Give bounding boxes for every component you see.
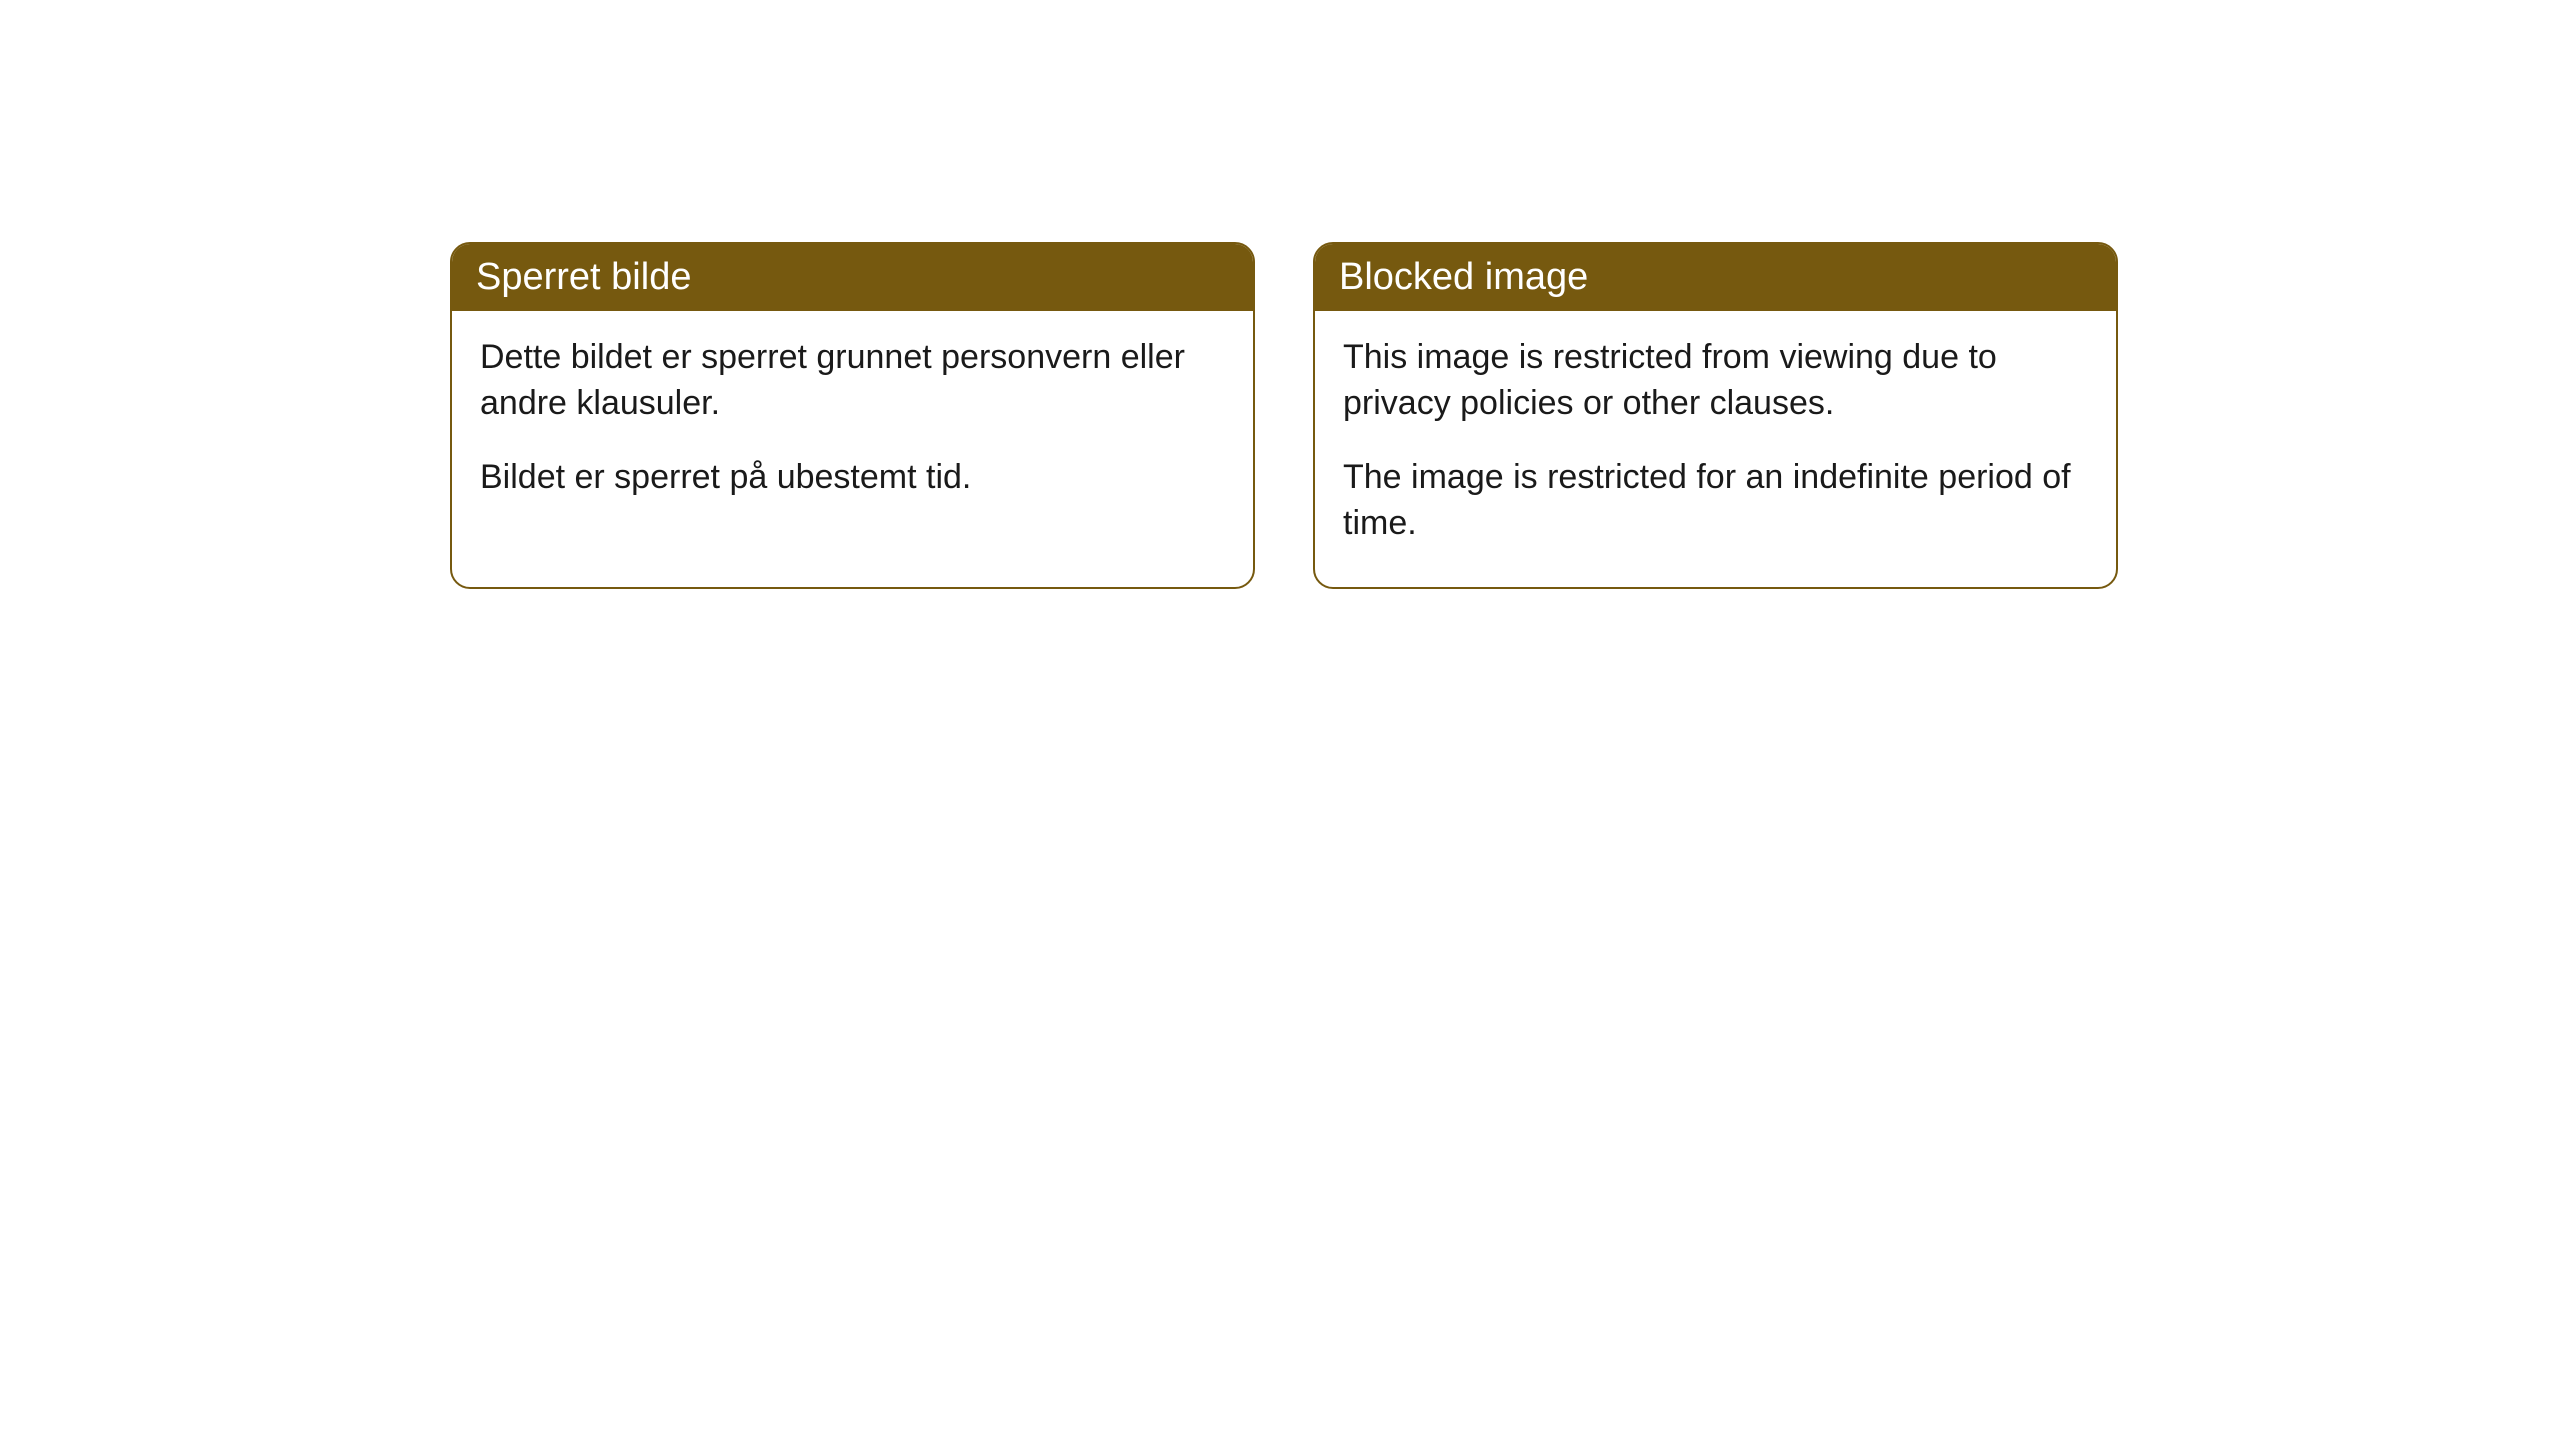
card-paragraph-1: This image is restricted from viewing du… xyxy=(1343,335,2088,427)
card-paragraph-2: Bildet er sperret på ubestemt tid. xyxy=(480,455,1225,501)
blocked-image-card-english: Blocked image This image is restricted f… xyxy=(1313,242,2118,589)
notice-cards-container: Sperret bilde Dette bildet er sperret gr… xyxy=(450,242,2118,589)
card-header: Sperret bilde xyxy=(452,244,1253,311)
card-title: Blocked image xyxy=(1339,256,1588,298)
card-header: Blocked image xyxy=(1315,244,2116,311)
card-paragraph-1: Dette bildet er sperret grunnet personve… xyxy=(480,335,1225,427)
card-title: Sperret bilde xyxy=(476,256,691,298)
blocked-image-card-norwegian: Sperret bilde Dette bildet er sperret gr… xyxy=(450,242,1255,589)
card-paragraph-2: The image is restricted for an indefinit… xyxy=(1343,455,2088,547)
card-body: Dette bildet er sperret grunnet personve… xyxy=(452,311,1253,541)
card-body: This image is restricted from viewing du… xyxy=(1315,311,2116,587)
